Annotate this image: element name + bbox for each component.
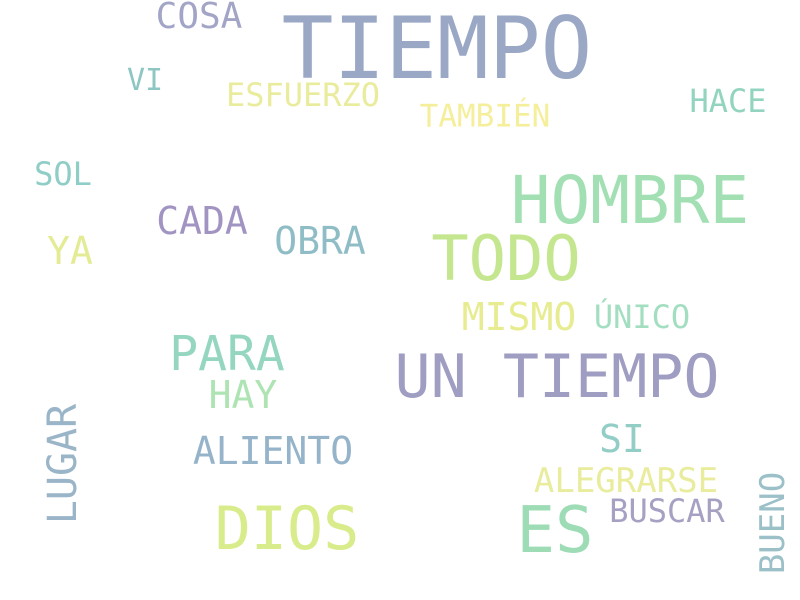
word-obra: OBRA <box>274 219 366 263</box>
word-vi: VI <box>126 63 164 98</box>
word-cosa: COSA <box>155 0 243 37</box>
word-si: SI <box>599 417 645 461</box>
word-sol: SOL <box>34 155 92 193</box>
word-bueno: BUENO <box>753 471 793 575</box>
word-unico: ÚNICO <box>593 298 691 336</box>
word-lugar: LUGAR <box>40 403 86 525</box>
word-esfuerzo: ESFUERZO <box>225 76 381 114</box>
word-hace: HACE <box>689 82 767 120</box>
word-tiempo: TIEMPO <box>281 0 593 99</box>
word-cada: CADA <box>156 199 248 243</box>
word-dios: DIOS <box>214 494 360 564</box>
word-buscar: BUSCAR <box>609 492 725 530</box>
word-hay: HAY <box>208 373 278 417</box>
word-ya: YA <box>47 229 93 273</box>
word-es: ES <box>516 494 594 568</box>
word-para: PARA <box>169 326 285 382</box>
word-alegrarse: ALEGRARSE <box>533 461 719 501</box>
word-tambien: TAMBIÉN <box>419 98 551 135</box>
word-todo: TODO <box>431 222 581 295</box>
word-hombre: HOMBRE <box>510 162 750 239</box>
word-aliento: ALIENTO <box>192 429 354 473</box>
word-un-tiempo: UN TIEMPO <box>394 342 720 412</box>
word-mismo: MISMO <box>461 295 577 339</box>
